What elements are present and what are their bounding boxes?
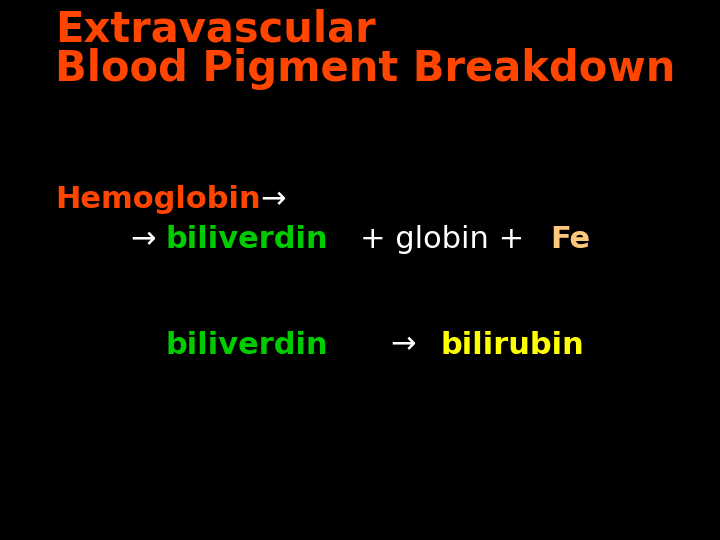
- Text: →: →: [130, 226, 156, 254]
- Text: →: →: [390, 330, 415, 360]
- Text: bilirubin: bilirubin: [440, 330, 584, 360]
- Text: biliverdin: biliverdin: [165, 226, 328, 254]
- Text: Fe: Fe: [550, 226, 590, 254]
- Text: Extravascular: Extravascular: [55, 8, 376, 50]
- Text: →: →: [260, 186, 286, 214]
- Text: Hemoglobin: Hemoglobin: [55, 186, 261, 214]
- Text: Blood Pigment Breakdown: Blood Pigment Breakdown: [55, 48, 675, 90]
- Text: biliverdin: biliverdin: [165, 330, 328, 360]
- Text: + globin +: + globin +: [360, 226, 524, 254]
